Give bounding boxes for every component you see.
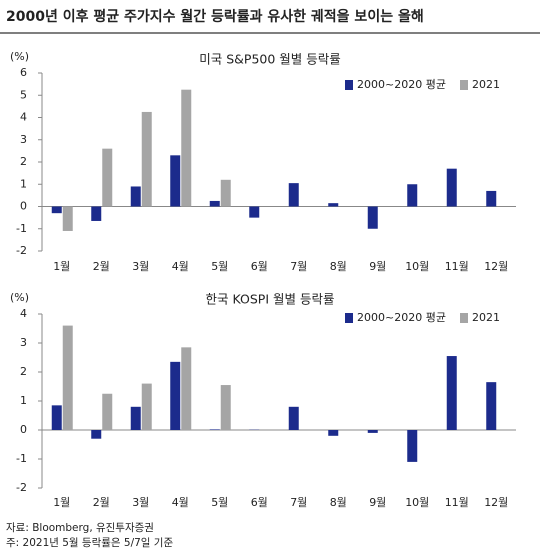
bar <box>141 111 152 207</box>
bar <box>51 206 62 214</box>
bar <box>446 168 457 207</box>
bar <box>170 361 181 430</box>
bar <box>102 148 113 207</box>
x-tick-label: 12월 <box>484 496 508 509</box>
y-tick-label: -1 <box>16 222 27 235</box>
bar <box>181 347 192 430</box>
bar <box>130 186 141 207</box>
y-tick-label: 1 <box>20 177 27 190</box>
y-tick-label: 4 <box>20 111 27 124</box>
y-tick-label: 1 <box>20 394 27 407</box>
x-tick-label: 1월 <box>53 260 70 273</box>
x-tick-label: 10월 <box>405 260 429 273</box>
x-tick-label: 9월 <box>369 260 386 273</box>
bar <box>328 430 339 436</box>
chart-title: 한국 KOSPI 월별 등락률 <box>206 292 335 307</box>
legend-swatch <box>345 313 353 323</box>
legend-swatch <box>345 80 353 90</box>
x-tick-label: 8월 <box>330 260 347 273</box>
x-tick-label: 3월 <box>132 260 149 273</box>
x-tick-label: 3월 <box>132 496 149 509</box>
x-tick-label: 7월 <box>290 260 307 273</box>
bar <box>141 383 152 430</box>
footnote: 주: 2021년 5월 등락률은 5/7일 기준 <box>6 536 173 549</box>
bar <box>91 206 102 221</box>
legend-label: 2000~2020 평균 <box>357 311 446 324</box>
bar <box>181 89 192 207</box>
y-tick-label: 2 <box>20 365 27 378</box>
bar <box>486 382 497 430</box>
legend-label: 2000~2020 평균 <box>357 78 446 91</box>
y-tick-label: 0 <box>20 423 27 436</box>
bar <box>288 183 299 207</box>
x-tick-label: 8월 <box>330 496 347 509</box>
x-tick-label: 4월 <box>172 260 189 273</box>
legend-label: 2021 <box>472 78 500 91</box>
bar <box>407 184 418 207</box>
bar <box>170 155 181 207</box>
bar <box>220 179 231 207</box>
bar <box>209 200 220 207</box>
y-tick-label: -2 <box>16 481 27 494</box>
bar <box>130 406 141 430</box>
bar <box>407 430 418 462</box>
page-title: 2000년 이후 평균 주가지수 월간 등락률과 유사한 궤적을 보이는 올해 <box>6 8 424 25</box>
x-tick-label: 5월 <box>211 496 228 509</box>
x-tick-label: 7월 <box>290 496 307 509</box>
y-unit: (%) <box>10 291 29 304</box>
bar <box>62 325 73 430</box>
bar <box>367 206 378 229</box>
chart-title: 미국 S&P500 월별 등락률 <box>199 52 341 67</box>
bar <box>328 203 339 207</box>
bar <box>446 356 457 430</box>
x-tick-label: 2월 <box>93 496 110 509</box>
x-tick-label: 1월 <box>53 496 70 509</box>
legend-swatch <box>460 313 468 323</box>
y-tick-label: -1 <box>16 452 27 465</box>
x-tick-label: 4월 <box>172 496 189 509</box>
y-unit: (%) <box>10 50 29 63</box>
y-tick-label: 0 <box>20 200 27 213</box>
y-tick-label: 2 <box>20 155 27 168</box>
x-tick-label: 11월 <box>445 260 469 273</box>
x-tick-label: 11월 <box>445 496 469 509</box>
source-note: 자료: Bloomberg, 유진투자증권 <box>6 522 154 534</box>
x-tick-label: 6월 <box>251 260 268 273</box>
bar <box>102 393 113 430</box>
bar <box>288 406 299 430</box>
y-tick-label: 6 <box>20 66 27 79</box>
bar <box>220 385 231 430</box>
x-tick-label: 12월 <box>484 260 508 273</box>
legend-swatch <box>460 80 468 90</box>
bar <box>91 430 102 439</box>
x-tick-label: 5월 <box>211 260 228 273</box>
y-tick-label: 3 <box>20 336 27 349</box>
bar <box>249 206 260 218</box>
y-tick-label: 4 <box>20 307 27 320</box>
y-tick-label: -2 <box>16 244 27 257</box>
y-tick-label: 5 <box>20 88 27 101</box>
bar <box>486 190 497 207</box>
x-tick-label: 9월 <box>369 496 386 509</box>
legend-label: 2021 <box>472 311 500 324</box>
x-tick-label: 2월 <box>93 260 110 273</box>
bar <box>367 430 378 433</box>
x-tick-label: 10월 <box>405 496 429 509</box>
y-tick-label: 3 <box>20 133 27 146</box>
bar <box>51 405 62 430</box>
x-tick-label: 6월 <box>251 496 268 509</box>
bar <box>209 429 220 430</box>
bar <box>62 206 73 231</box>
